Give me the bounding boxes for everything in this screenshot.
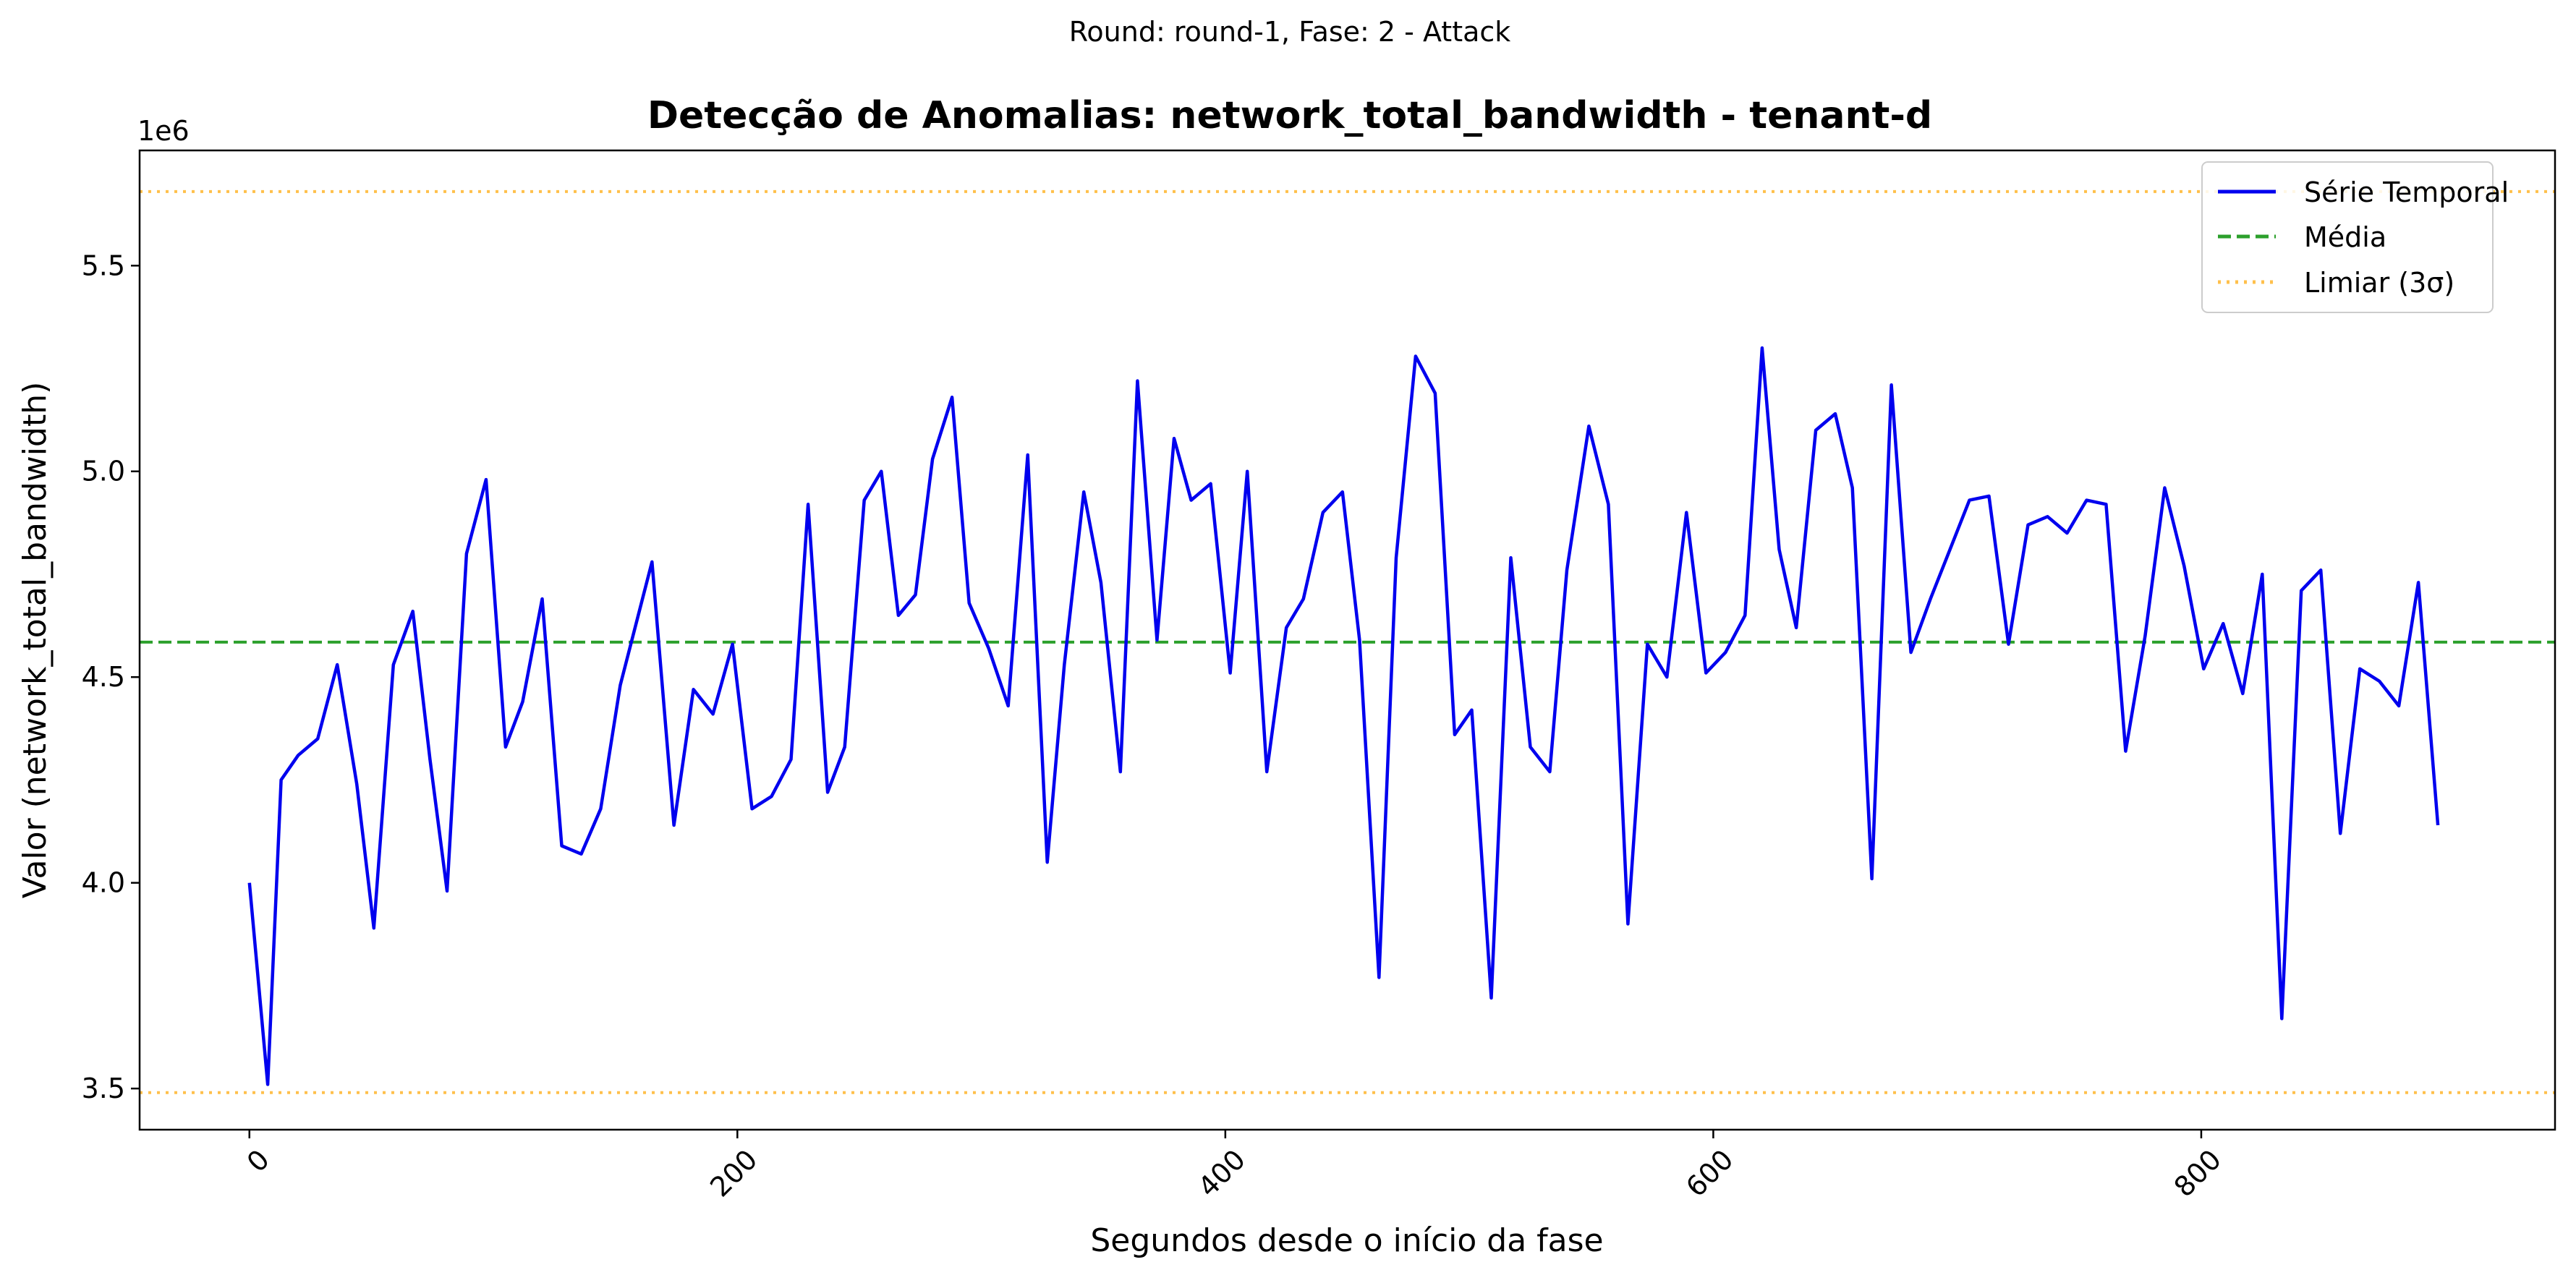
- y-axis-label: Valor (network_total_bandwidth): [17, 382, 54, 898]
- legend-label-mean: Média: [2304, 221, 2386, 253]
- y-tick-label: 4.5: [82, 661, 125, 693]
- x-tick-label: 0: [241, 1143, 276, 1178]
- y-tick-label: 4.0: [82, 867, 125, 899]
- legend: Série Temporal Média Limiar (3σ): [2201, 161, 2509, 313]
- legend-label-threshold: Limiar (3σ): [2304, 267, 2454, 299]
- figure-suptitle: Round: round-1, Fase: 2 - Attack: [1069, 16, 1511, 48]
- x-tick-label: 800: [2168, 1143, 2227, 1203]
- x-axis-label: Segundos desde o início da fase: [1090, 1222, 1603, 1259]
- y-axis-ticks: 3.5 4.0 4.5 5.0 5.5: [82, 250, 140, 1104]
- x-tick-label: 600: [1680, 1143, 1739, 1203]
- series-layer: [247, 346, 2440, 1086]
- reference-lines: [140, 189, 2555, 1094]
- legend-box: [2201, 161, 2494, 313]
- y-tick-label: 5.5: [82, 250, 125, 281]
- y-offset-label: 1e6: [137, 115, 190, 147]
- plot-area-frame: [138, 149, 2556, 1131]
- x-tick-label: 400: [1192, 1143, 1251, 1203]
- legend-label-series: Série Temporal: [2304, 176, 2509, 208]
- x-tick-label: 200: [704, 1143, 763, 1203]
- x-axis-ticks: 0 200 400 600 800: [241, 1130, 2227, 1203]
- y-tick-label: 5.0: [82, 456, 125, 487]
- y-tick-label: 3.5: [82, 1073, 125, 1104]
- series-line-serie-temporal: [247, 346, 2440, 1086]
- chart-title: Detecção de Anomalias: network_total_ban…: [647, 94, 1932, 137]
